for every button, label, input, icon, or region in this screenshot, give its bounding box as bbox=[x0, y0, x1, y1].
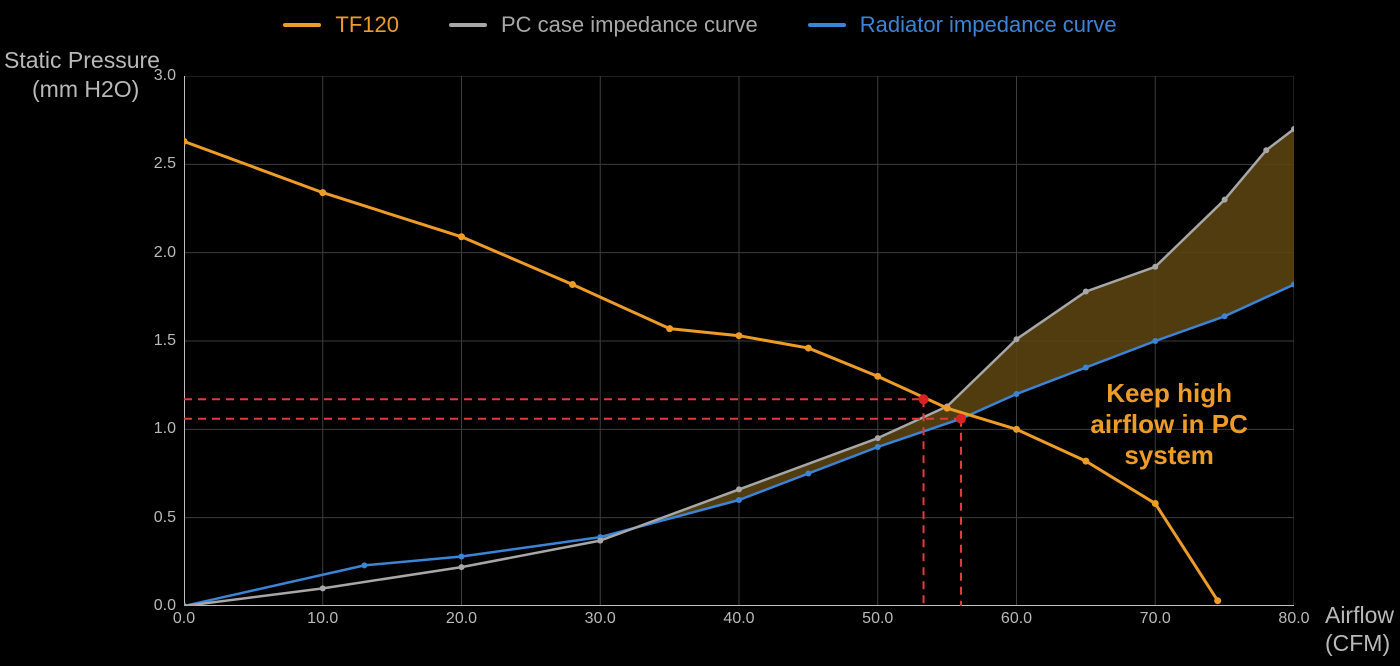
series-marker-pccase bbox=[1222, 197, 1228, 203]
y-tick-label: 2.5 bbox=[126, 155, 176, 173]
y-tick-label: 0.5 bbox=[126, 509, 176, 527]
series-marker-tf120 bbox=[458, 233, 465, 240]
x-tick-label: 40.0 bbox=[709, 610, 769, 628]
annotation-line: airflow in PC bbox=[1074, 409, 1264, 440]
chart-container: TF120 PC case impedance curve Radiator imp… bbox=[0, 0, 1400, 666]
legend-label: Radiator impedance curve bbox=[860, 12, 1117, 38]
series-marker-pccase bbox=[184, 603, 187, 606]
legend-label: TF120 bbox=[335, 12, 399, 38]
annotation-line: Keep high bbox=[1074, 378, 1264, 409]
series-marker-tf120 bbox=[1013, 426, 1020, 433]
series-marker-tf120 bbox=[944, 405, 951, 412]
series-marker-radiator bbox=[361, 562, 367, 568]
series-marker-tf120 bbox=[319, 189, 326, 196]
series-marker-pccase bbox=[459, 564, 465, 570]
series-marker-tf120 bbox=[1214, 597, 1221, 604]
x-tick-label: 80.0 bbox=[1264, 610, 1324, 628]
series-marker-tf120 bbox=[569, 281, 576, 288]
series-marker-radiator bbox=[1152, 338, 1158, 344]
legend-label: PC case impedance curve bbox=[501, 12, 758, 38]
annotation-keep-high-airflow: Keep highairflow in PCsystem bbox=[1074, 378, 1264, 472]
series-marker-tf120 bbox=[874, 373, 881, 380]
legend-swatch bbox=[808, 23, 846, 27]
series-marker-pccase bbox=[320, 585, 326, 591]
x-tick-label: 70.0 bbox=[1125, 610, 1185, 628]
annotation-line: system bbox=[1074, 440, 1264, 471]
plot-area bbox=[184, 76, 1294, 606]
x-tick-label: 0.0 bbox=[154, 610, 214, 628]
intersection-marker bbox=[956, 414, 966, 424]
legend-item-radiator: Radiator impedance curve bbox=[808, 12, 1117, 38]
series-marker-pccase bbox=[875, 435, 881, 441]
series-marker-pccase bbox=[1083, 289, 1089, 295]
series-marker-radiator bbox=[736, 497, 742, 503]
x-axis-title-line1: Airflow bbox=[1325, 601, 1394, 630]
y-tick-label: 1.0 bbox=[126, 420, 176, 438]
x-tick-label: 50.0 bbox=[848, 610, 908, 628]
series-marker-radiator bbox=[875, 444, 881, 450]
legend-item-tf120: TF120 bbox=[283, 12, 399, 38]
x-axis-title: Airflow (CFM) bbox=[1325, 601, 1394, 659]
series-marker-tf120 bbox=[666, 325, 673, 332]
legend-swatch bbox=[449, 23, 487, 27]
intersection-marker bbox=[919, 394, 929, 404]
series-marker-pccase bbox=[736, 486, 742, 492]
series-marker-radiator bbox=[459, 554, 465, 560]
series-marker-tf120 bbox=[736, 332, 743, 339]
fill-between-area bbox=[600, 129, 1294, 541]
series-marker-radiator bbox=[1014, 391, 1020, 397]
series-marker-pccase bbox=[597, 538, 603, 544]
series-marker-tf120 bbox=[1152, 500, 1159, 507]
series-marker-pccase bbox=[1014, 336, 1020, 342]
x-axis-title-line2: (CFM) bbox=[1325, 629, 1394, 658]
y-tick-label: 2.0 bbox=[126, 244, 176, 262]
x-tick-label: 30.0 bbox=[570, 610, 630, 628]
legend-swatch bbox=[283, 23, 321, 27]
series-marker-radiator bbox=[1222, 313, 1228, 319]
legend: TF120 PC case impedance curve Radiator imp… bbox=[0, 12, 1400, 38]
series-marker-radiator bbox=[1083, 365, 1089, 371]
series-marker-pccase bbox=[1152, 264, 1158, 270]
series-marker-tf120 bbox=[805, 345, 812, 352]
x-tick-label: 20.0 bbox=[432, 610, 492, 628]
series-marker-pccase bbox=[1263, 147, 1269, 153]
y-tick-label: 1.5 bbox=[126, 332, 176, 350]
x-tick-label: 60.0 bbox=[987, 610, 1047, 628]
y-tick-label: 3.0 bbox=[126, 67, 176, 85]
legend-item-pccase: PC case impedance curve bbox=[449, 12, 758, 38]
x-tick-label: 10.0 bbox=[293, 610, 353, 628]
series-marker-radiator bbox=[805, 471, 811, 477]
